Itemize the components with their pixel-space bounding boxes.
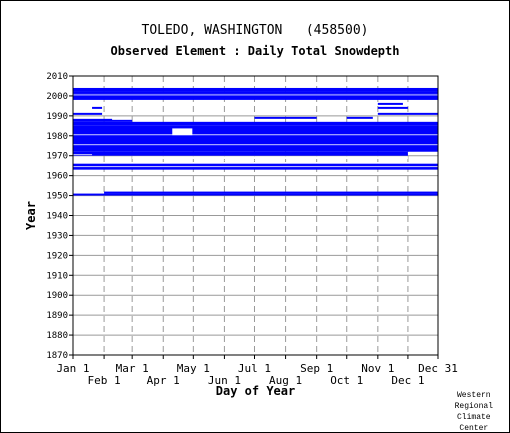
observed-band xyxy=(73,93,438,100)
scattered-observation xyxy=(73,112,103,115)
scattered-observation xyxy=(346,116,373,119)
credit-line: Regional xyxy=(454,402,493,411)
y-tick-label: 2000 xyxy=(46,92,68,102)
x-tick-label: Apr 1 xyxy=(147,374,180,387)
missing-gap xyxy=(224,160,255,162)
missing-gap xyxy=(73,154,93,156)
chart-subtitle: Observed Element : Daily Total Snowdepth xyxy=(110,44,400,58)
scattered-observation xyxy=(377,106,408,109)
y-axis-label: Year xyxy=(24,201,38,230)
y-tick-label: 1960 xyxy=(46,172,68,182)
x-tick-label: Dec 1 xyxy=(391,374,424,387)
missing-gap xyxy=(73,134,438,136)
y-tick-label: 1890 xyxy=(46,311,68,321)
scattered-observation xyxy=(92,106,103,109)
data-marks xyxy=(73,87,438,196)
y-tick-label: 1970 xyxy=(46,152,68,162)
x-tick-label: Oct 1 xyxy=(330,374,363,387)
scattered-observation xyxy=(73,118,113,121)
x-tick-label: Mar 1 xyxy=(116,362,149,375)
chart-title: TOLEDO, WASHINGTON (458500) xyxy=(141,23,369,38)
scattered-observation xyxy=(377,102,403,105)
x-tick-label: Dec 31 xyxy=(418,362,458,375)
x-tick-label: Jul 1 xyxy=(238,362,271,375)
missing-gap xyxy=(224,162,255,164)
y-tick-label: 1930 xyxy=(46,231,68,241)
y-tick-label: 1940 xyxy=(46,212,68,222)
x-tick-label: Jun 1 xyxy=(208,374,241,387)
x-tick-label: Sep 1 xyxy=(300,362,333,375)
x-axis-label: Day of Year xyxy=(216,384,295,398)
observed-band xyxy=(104,191,438,194)
tick-labels: 1870 1880 1890 1900 1910 1920 1930 1940 1950 1960… xyxy=(46,72,458,387)
missing-gap xyxy=(132,156,408,160)
credit-line: Center xyxy=(459,424,489,433)
x-tick-label: Nov 1 xyxy=(361,362,394,375)
missing-gap xyxy=(172,128,193,136)
x-tick-label: Feb 1 xyxy=(88,374,121,387)
x-tick-label: Aug 1 xyxy=(269,374,302,387)
y-tick-label: 1980 xyxy=(46,132,68,142)
observed-band xyxy=(73,91,438,94)
scattered-observation xyxy=(316,96,373,99)
observed-band xyxy=(73,87,438,92)
y-tick-label: 1870 xyxy=(46,351,68,361)
y-tick-label: 1950 xyxy=(46,192,68,202)
y-tick-label: 1920 xyxy=(46,251,68,261)
observed-band xyxy=(73,151,408,156)
missing-gap xyxy=(73,166,438,168)
scattered-observation xyxy=(377,112,438,115)
credit-line: Western xyxy=(456,391,491,400)
y-tick-label: 1880 xyxy=(46,331,68,341)
missing-gap xyxy=(73,94,438,96)
scattered-observation xyxy=(254,116,317,119)
y-tick-label: 2010 xyxy=(46,72,68,82)
missing-gap xyxy=(73,144,438,146)
credit-line: Climate xyxy=(456,413,491,422)
observed-band xyxy=(73,125,438,152)
x-tick-label: May 1 xyxy=(177,362,210,375)
y-tick-label: 1910 xyxy=(46,271,68,281)
wrcc-credit: Western Regional Climate Center xyxy=(454,390,493,433)
observed-band xyxy=(73,193,438,196)
missing-gap xyxy=(407,152,438,154)
x-tick-label: Jan 1 xyxy=(56,362,89,375)
y-tick-label: 1900 xyxy=(46,291,68,301)
y-tick-label: 1990 xyxy=(46,112,68,122)
observed-band xyxy=(73,121,438,126)
